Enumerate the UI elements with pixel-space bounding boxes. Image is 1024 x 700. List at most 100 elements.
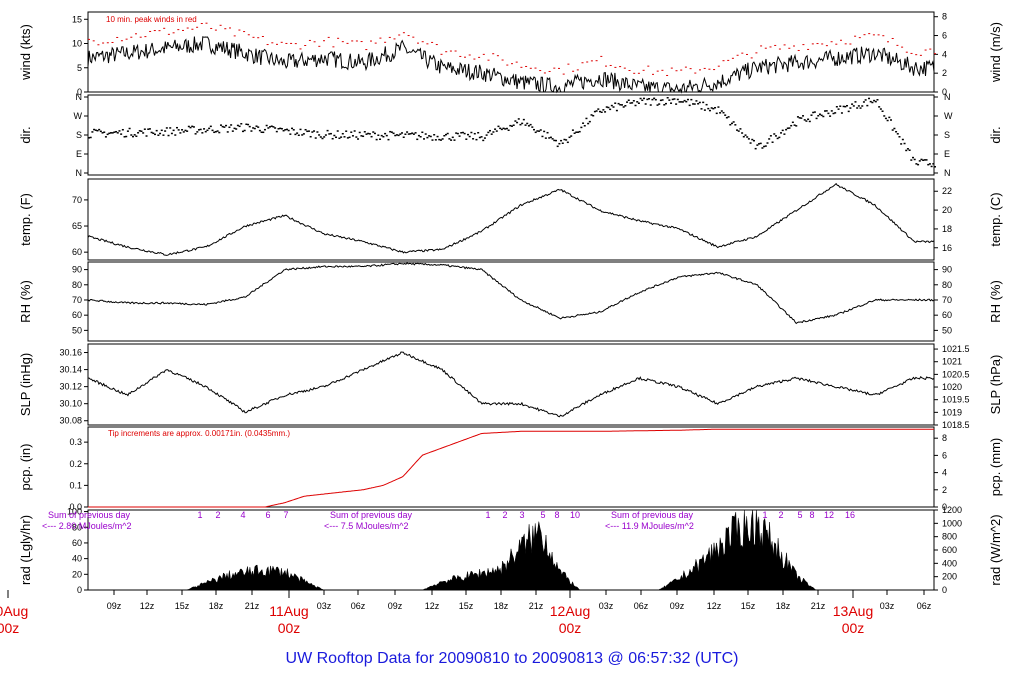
dir-tick-label-left: W <box>74 111 83 121</box>
dir-point <box>524 124 527 126</box>
x-hour-label: 03z <box>880 601 895 611</box>
x-hour-label: 09z <box>107 601 122 611</box>
dir-point <box>143 128 146 130</box>
dir-point <box>671 98 674 101</box>
dir-point <box>824 110 827 112</box>
dir-point <box>553 139 556 142</box>
dir-point <box>175 126 178 129</box>
dir-point <box>705 103 708 106</box>
dir-point <box>884 117 887 120</box>
dir-point <box>648 98 651 100</box>
dir-tick-label-right: S <box>944 130 950 140</box>
dir-tick-label-right: N <box>944 92 951 102</box>
wind-tick-label-left: 5 <box>77 63 82 73</box>
dir-point <box>514 120 517 122</box>
dir-point <box>678 101 681 103</box>
dir-point <box>409 133 412 135</box>
dir-point <box>517 118 520 120</box>
x-hour-label: 15z <box>175 601 190 611</box>
dir-point <box>448 138 451 140</box>
rh-series-line <box>87 262 935 325</box>
dir-point <box>367 132 370 135</box>
dir-point <box>548 137 551 139</box>
x-hour-label: 18z <box>776 601 791 611</box>
dir-point <box>730 122 733 125</box>
rad-tick-label-right: 400 <box>942 558 957 568</box>
dir-point <box>162 134 165 136</box>
dir-point <box>267 127 270 129</box>
dir-point <box>771 141 774 143</box>
dir-point <box>108 132 111 135</box>
dir-point <box>333 134 336 137</box>
dir-point <box>294 133 297 136</box>
dir-point <box>912 156 915 159</box>
wind-annotation: 10 min. peak winds in red <box>106 15 197 24</box>
dir-point <box>546 131 549 134</box>
rad-ylabel-left: rad (Lgly/hr) <box>18 515 33 585</box>
dir-point <box>495 130 498 132</box>
slp-panel: SLP (inHg) SLP (hPa) 30.08 30.10 30.12 30.14 3… <box>18 343 1003 430</box>
dir-point <box>734 124 737 126</box>
dir-point <box>423 138 426 140</box>
rad-hour-marker: 2 <box>778 510 783 520</box>
dir-point <box>243 129 246 132</box>
wind-tick-label-left: 15 <box>72 14 82 24</box>
dir-point <box>194 133 197 135</box>
dir-point <box>639 97 642 100</box>
x-hour-label: 03z <box>599 601 614 611</box>
wind-ylabel-right: wind (m/s) <box>988 22 1003 83</box>
dir-point <box>389 130 392 133</box>
dir-point <box>610 104 613 107</box>
dir-point <box>375 138 378 141</box>
dir-point <box>373 132 376 135</box>
dir-point <box>637 102 640 104</box>
rad-hour-marker: 8 <box>554 510 559 520</box>
dir-point <box>925 159 928 161</box>
dir-point <box>451 136 454 139</box>
dir-point <box>247 123 250 126</box>
dir-point <box>482 139 485 142</box>
rad-tick-label-right: 200 <box>942 572 957 582</box>
dir-point <box>847 110 850 113</box>
dir-point <box>906 148 909 150</box>
dir-point <box>345 130 348 132</box>
rh-tick-label-right: 50 <box>942 325 952 335</box>
dir-point <box>118 130 121 132</box>
wind-tick-label-left: 0 <box>77 87 82 97</box>
dir-point <box>736 129 739 131</box>
dir-point <box>758 143 761 145</box>
rh-tick-label-left: 90 <box>72 265 82 275</box>
dir-point <box>436 135 439 138</box>
rad-hour-marker: 7 <box>283 510 288 520</box>
dir-point <box>568 136 571 139</box>
dir-point <box>539 129 542 131</box>
dir-point <box>602 109 605 111</box>
slp-tick-label-right: 1018.5 <box>942 420 970 430</box>
dir-point <box>746 136 749 138</box>
dir-point <box>450 139 453 141</box>
dir-point <box>130 134 133 136</box>
dir-point <box>604 111 607 113</box>
dir-point <box>456 132 459 135</box>
rad-tick-label-left: 100 <box>67 507 82 517</box>
rad-tick-label-left: 0 <box>77 585 82 595</box>
dir-point <box>754 147 757 150</box>
dir-point <box>197 129 200 131</box>
dir-point <box>896 133 899 135</box>
dir-point <box>142 132 145 134</box>
dir-tick-label-right: E <box>944 149 950 159</box>
dir-point <box>812 111 815 114</box>
dir-point <box>582 122 585 124</box>
dir-point <box>861 105 864 107</box>
dir-point <box>384 132 387 135</box>
dir-point <box>357 138 360 140</box>
dir-point <box>335 136 338 139</box>
dir-point <box>908 149 911 151</box>
slp-ylabel-left: SLP (inHg) <box>18 353 33 416</box>
dir-point <box>204 130 207 133</box>
dir-point <box>250 130 253 132</box>
dir-point <box>468 135 471 138</box>
dir-point <box>790 124 793 127</box>
dir-point <box>489 129 492 132</box>
dir-point <box>532 128 535 131</box>
